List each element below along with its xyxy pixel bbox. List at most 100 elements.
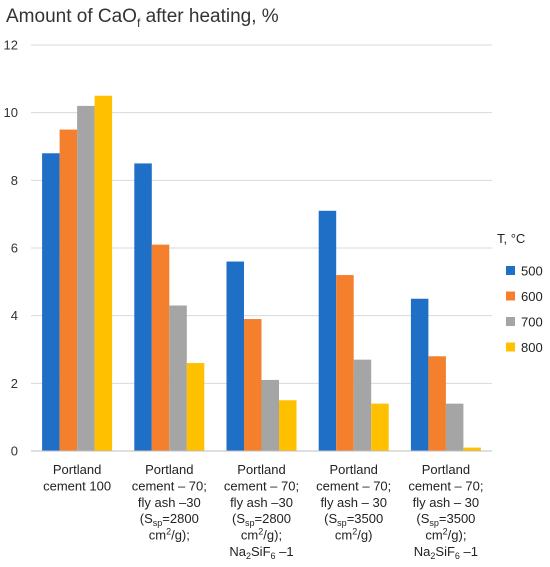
x-category-text: cm [425,528,442,543]
x-category-text: Na [414,544,431,559]
x-category-text: cement – 70; [316,478,391,493]
x-category-line: cement – 70; [132,478,207,493]
x-category-text: =2800 [255,511,292,526]
x-category-text: –1 [276,544,294,559]
bar-800-cat-5 [463,447,481,451]
x-category-text: =2800 [162,511,199,526]
x-category-text: fly ash –30 [138,495,201,510]
bar-600-cat-5 [428,356,446,451]
x-category-line: cm2/g); [149,527,190,543]
x-category-text: SiF [251,544,271,559]
x-category-text: 6 [271,551,276,561]
bar-500-cat-4 [318,210,337,451]
x-category-text: Portland [329,462,377,477]
x-category-line: cement 100 [43,478,111,493]
y-tick-label: 10 [4,105,18,120]
x-category-text: Portland [145,462,193,477]
x-category-text: cm [335,528,352,543]
x-category-text: fly ash – 30 [413,495,480,510]
bar-800-cat-2 [186,363,205,451]
x-category-line: cm2/g); [425,527,466,543]
chart-title-tail: after heating, % [140,6,278,27]
legend-label-700: 700 [521,315,543,330]
x-category-text: 2 [246,551,251,561]
legend-swatch-800 [506,342,515,352]
x-category-line: Na2SiF6 –1 [229,544,293,561]
legend-swatch-700 [506,317,515,326]
bar-600-cat-4 [336,275,354,451]
bar-800-cat-1 [94,95,113,451]
x-category-text: –1 [460,544,478,559]
bar-800-cat-3 [279,400,297,451]
x-category-text: =3500 [347,511,384,526]
x-category-text: Na [229,544,246,559]
bar-800-cat-4 [371,403,389,451]
x-category-text: sp [245,518,255,528]
y-tick-label: 4 [11,308,18,323]
x-category-text: /g); [448,528,467,543]
bar-700-cat-2 [169,305,187,451]
y-tick-label: 8 [11,173,18,188]
y-tick-label: 2 [11,376,18,391]
x-category-line: Portland [145,462,193,477]
bar-500-cat-2 [134,163,152,451]
x-category-line: Portland [422,462,470,477]
bar-600-cat-3 [244,319,262,451]
x-category-text: sp [337,518,347,528]
y-tick-label: 0 [11,444,18,459]
x-category-text: SiF [435,544,455,559]
x-category-text: cement – 70; [132,478,207,493]
x-category-text: fly ash –30 [230,495,293,510]
chart-title: Amount of CaOf after heating, % [6,6,279,30]
x-category-text: cement – 70; [408,478,483,493]
x-category-line: (Ssp=3500 [416,511,475,528]
x-category-text: cement – 70; [224,478,299,493]
bar-700-cat-1 [77,105,95,452]
x-category-text: sp [429,518,439,528]
x-category-line: Na2SiF6 –1 [414,544,478,561]
x-category-line: (Ssp=3500 [324,511,383,528]
x-category-text: fly ash – 30 [320,495,387,510]
x-category-text: sp [153,518,163,528]
x-category-text: (S [324,511,337,526]
bar-600-cat-2 [151,244,170,451]
legend-label-500: 500 [521,264,543,279]
x-category-line: (Ssp=2800 [140,511,199,528]
x-category-line: cement – 70; [316,478,391,493]
x-category-text: 2 [430,551,435,561]
x-category-text: 2 [166,527,171,537]
bar-700-cat-5 [445,403,464,451]
bar-500-cat-5 [410,298,429,451]
x-category-text: /g); [171,528,190,543]
legend-swatch-600 [506,291,515,301]
x-category-text: (S [416,511,429,526]
bars [42,95,481,452]
x-category-line: fly ash – 30 [320,495,387,510]
legend-label-800: 800 [521,340,543,355]
x-category-text: /g); [263,528,282,543]
x-category-line: fly ash –30 [230,495,293,510]
x-category-line: fly ash –30 [138,495,201,510]
x-category-text: (S [232,511,245,526]
x-category-text: 6 [455,551,460,561]
bar-700-cat-3 [261,379,279,451]
x-category-line: cement – 70; [224,478,299,493]
x-category-line: Portland [329,462,377,477]
x-category-line: (Ssp=2800 [232,511,291,528]
bar-700-cat-4 [353,359,372,451]
bar-500-cat-3 [226,261,244,451]
y-axis-ticks: 0 2 4 6 8 10 12 [4,38,18,459]
x-category-text: 2 [258,527,263,537]
x-category-text: Portland [53,462,101,477]
x-category-line: cement – 70; [408,478,483,493]
x-category-line: cm2/g); [241,527,282,543]
x-category-line: Portland [53,462,101,477]
legend-label-600: 600 [521,289,543,304]
x-category-text: Portland [422,462,470,477]
x-category-text: /g) [357,528,372,543]
